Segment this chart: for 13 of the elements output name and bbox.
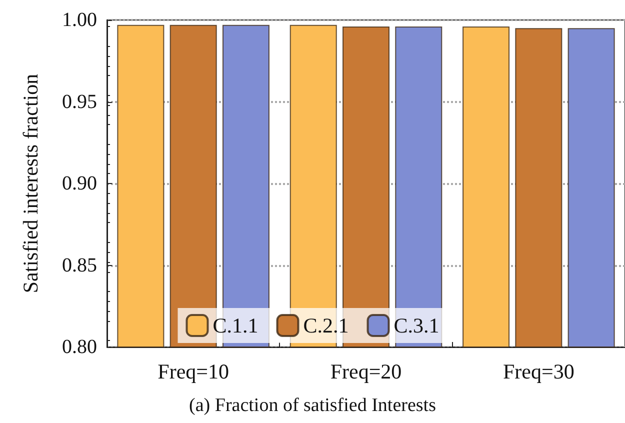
x-tick-label: Freq=30 <box>502 360 574 384</box>
y-tick-label: 0.80 <box>62 336 97 358</box>
x-tick-label: Freq=20 <box>330 360 402 384</box>
y-tick-label: 0.85 <box>62 254 97 276</box>
legend-label: C.2.1 <box>303 314 349 338</box>
y-axis-title: Satisfied interests fraction <box>18 73 42 294</box>
text: (a) Fraction of satisfied Interests <box>189 395 436 416</box>
x-tick-label: Freq=10 <box>158 360 230 384</box>
legend-label: C.1.1 <box>212 314 258 338</box>
legend-label: C.3.1 <box>394 314 440 338</box>
y-tick-label: 0.95 <box>62 90 97 113</box>
y-tick-label: 0.90 <box>62 172 97 194</box>
y-tick-label: 1.00 <box>62 9 97 31</box>
